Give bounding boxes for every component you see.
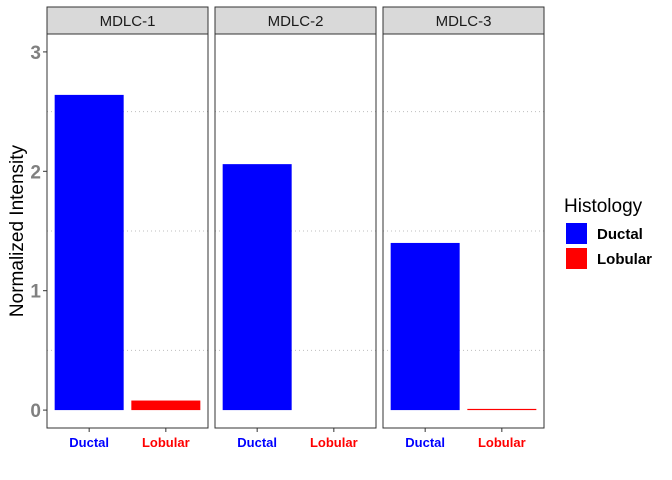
panel-strip: [46, 6, 209, 35]
panel-2: MDLC-2 Ductal Lobular: [214, 6, 377, 450]
y-axis-label: Normalized Intensity: [7, 144, 28, 317]
bar-lobular: [131, 400, 201, 411]
x-tick-label: Lobular: [478, 435, 526, 450]
x-tick-label: Lobular: [310, 435, 358, 450]
x-tick-label: Lobular: [142, 435, 190, 450]
panel-border: [46, 33, 209, 429]
legend-label-ductal: Ductal: [597, 226, 643, 243]
y-tick-label: 1: [30, 282, 41, 303]
y-tick-label: 0: [30, 401, 41, 422]
legend-label-lobular: Lobular: [597, 251, 652, 268]
legend-swatch-ductal: [566, 223, 587, 244]
panel-strip: [214, 6, 377, 35]
y-tick-label: 3: [30, 43, 41, 64]
legend-swatch-lobular: [566, 248, 587, 269]
legend-entries: Ductal Lobular: [566, 223, 652, 269]
panel-3: MDLC-3 Ductal Lobular: [382, 6, 545, 450]
legend-title: Histology: [564, 196, 643, 217]
x-tick-label: Ductal: [405, 435, 445, 450]
y-tick-label: 2: [30, 162, 41, 183]
panel-title: MDLC-3: [436, 13, 492, 30]
panel-title: MDLC-2: [268, 13, 324, 30]
y-axis-ticks: 0 1 2 3: [30, 43, 47, 422]
x-tick-label: Ductal: [237, 435, 277, 450]
bar-lobular: [467, 408, 537, 411]
bar-ductal: [390, 242, 460, 411]
legend: Histology Ductal Lobular: [564, 196, 652, 269]
panel-1: MDLC-1 Ductal Lobular: [46, 6, 209, 450]
panel-strip: [382, 6, 545, 35]
x-tick-label: Ductal: [69, 435, 109, 450]
bar-ductal: [222, 164, 292, 411]
panel-border: [214, 33, 377, 429]
panel-border: [382, 33, 545, 429]
panel-title: MDLC-1: [100, 13, 156, 30]
bar-ductal: [54, 94, 124, 411]
